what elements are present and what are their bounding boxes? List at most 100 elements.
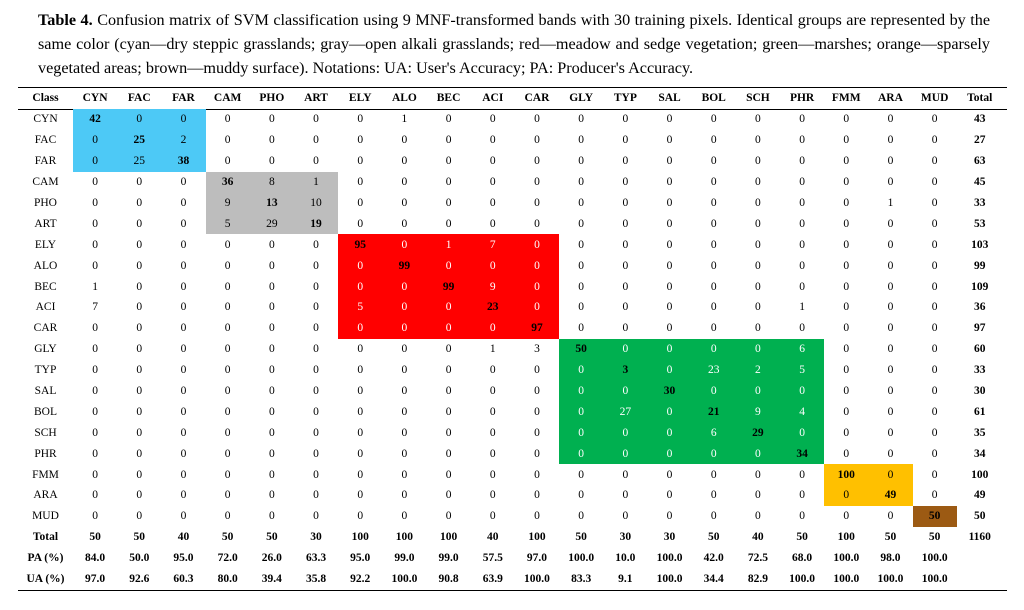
matrix-cell: 0 [92,489,98,502]
row-label: ALO [33,259,58,272]
matrix-cell: 0 [313,468,319,481]
row-label: FAR [34,155,57,168]
matrix-cell: 50 [559,338,604,360]
table-row-pho: PHO 0 0 0 9 13 10 0 0 0 0 0 0 0 0 0 0 0 0 1 0 33 [18,192,1003,214]
column-header-aci: ACI [482,91,504,104]
row-total-cell: 35 [974,426,986,439]
matrix-cell: 99 [426,276,471,298]
matrix-cell: 25 [117,129,162,151]
matrix-cell: 0 [224,510,231,523]
matrix-cell: 0 [180,405,187,418]
matrix-cell: 0 [578,134,585,147]
matrix-cell: 0 [755,155,761,168]
matrix-cell: 0 [92,468,98,481]
summary-cell: 50 [89,531,101,544]
matrix-cell: 5 [205,213,250,235]
summary-cell: 35.8 [305,573,327,586]
matrix-cell: 0 [224,426,231,439]
matrix-cell: 0 [180,343,187,356]
column-header-fac: FAC [127,91,151,104]
matrix-cell: 0 [666,113,673,126]
matrix-cell: 0 [647,422,692,444]
matrix-cell: 0 [824,485,869,506]
summary-cell: 100 [351,531,369,544]
column-header-sal: SAL [658,91,681,104]
summary-cell: 50 [575,531,587,544]
row-label: GLY [34,343,57,356]
matrix-cell: 0 [445,405,452,418]
summary-cell: 100.0 [833,573,860,586]
summary-cell: 42.0 [703,552,724,565]
summary-cell: 99.0 [394,552,415,565]
matrix-cell: 0 [799,259,805,272]
summary-row-label: Total [32,531,59,544]
matrix-cell: 0 [843,259,850,272]
matrix-cell: 0 [578,176,585,189]
summary-cell: 90.8 [438,573,459,586]
matrix-cell: 0 [136,489,143,502]
matrix-cell: 0 [559,401,604,423]
matrix-cell: 0 [735,380,780,402]
summary-cell: 100.0 [568,552,595,565]
matrix-cell: 0 [843,238,850,251]
matrix-cell: 1 [401,113,408,126]
matrix-cell: 0 [313,301,319,314]
matrix-cell: 0 [180,238,187,251]
column-header-car: CAR [524,91,550,104]
matrix-cell: 34 [780,443,825,465]
matrix-cell: 13 [249,192,294,214]
summary-cell: 84.0 [85,552,106,565]
matrix-cell: 0 [710,259,717,272]
matrix-cell: 0 [382,276,427,298]
matrix-cell: 0 [559,422,604,444]
matrix-cell: 0 [445,134,452,147]
table-row-fmm: FMM 0 0 0 0 0 0 0 0 0 0 0 0 0 0 0 0 0 100 0 0 100 [18,464,1003,486]
row-label: ELY [34,238,57,251]
matrix-cell: 0 [268,238,275,251]
matrix-cell: 0 [136,322,143,335]
matrix-cell: 1 [887,197,894,209]
matrix-cell: 0 [92,197,98,209]
matrix-cell: 7 [92,301,98,314]
row-total-cell: 61 [974,405,986,418]
matrix-cell: 0 [666,489,673,502]
matrix-cell: 0 [268,364,275,377]
matrix-cell: 0 [313,238,319,251]
matrix-cell: 0 [92,405,98,418]
matrix-cell: 0 [578,259,585,272]
matrix-cell: 0 [534,176,540,189]
matrix-cell: 0 [710,322,717,335]
summary-cell: 100.0 [656,552,683,565]
matrix-cell: 10 [293,192,339,214]
summary-cell: 82.9 [747,573,768,586]
matrix-cell: 0 [136,238,143,251]
matrix-cell: 0 [73,150,118,172]
matrix-cell: 0 [534,468,540,481]
matrix-cell: 0 [224,155,231,168]
matrix-cell: 0 [931,113,938,126]
summary-cell: 80.0 [217,573,238,586]
row-label: CAR [33,322,58,335]
matrix-cell: 0 [622,280,629,293]
matrix-cell: 0 [887,405,894,418]
matrix-cell: 0 [401,176,408,189]
matrix-cell: 0 [755,510,761,523]
matrix-cell: 0 [666,259,673,272]
users-accuracy-row: UA (%) 97.0 92.6 60.3 80.0 39.4 35.8 92.2 100.0 9… [18,569,1003,590]
summary-cell: 50.0 [129,552,150,565]
row-total-cell: 43 [974,113,986,126]
matrix-cell: 0 [666,176,673,189]
matrix-cell: 0 [180,489,187,502]
matrix-cell: 0 [313,113,319,126]
table-row-sch: SCH 0 0 0 0 0 0 0 0 0 0 0 0 0 0 6 29 0 0 0 0 35 [18,422,1003,444]
matrix-cell: 0 [534,134,540,147]
row-total-cell: 103 [971,238,989,251]
summary-cell: 100.0 [877,573,904,586]
matrix-cell: 0 [401,489,408,502]
matrix-cell: 0 [445,155,452,168]
matrix-cell: 0 [445,426,452,439]
table-row-sal: SAL 0 0 0 0 0 0 0 0 0 0 0 0 0 30 0 0 0 0 0 0 30 [18,380,1003,402]
matrix-cell: 0 [843,426,850,439]
matrix-cell: 0 [755,238,761,251]
matrix-cell: 0 [224,447,231,460]
